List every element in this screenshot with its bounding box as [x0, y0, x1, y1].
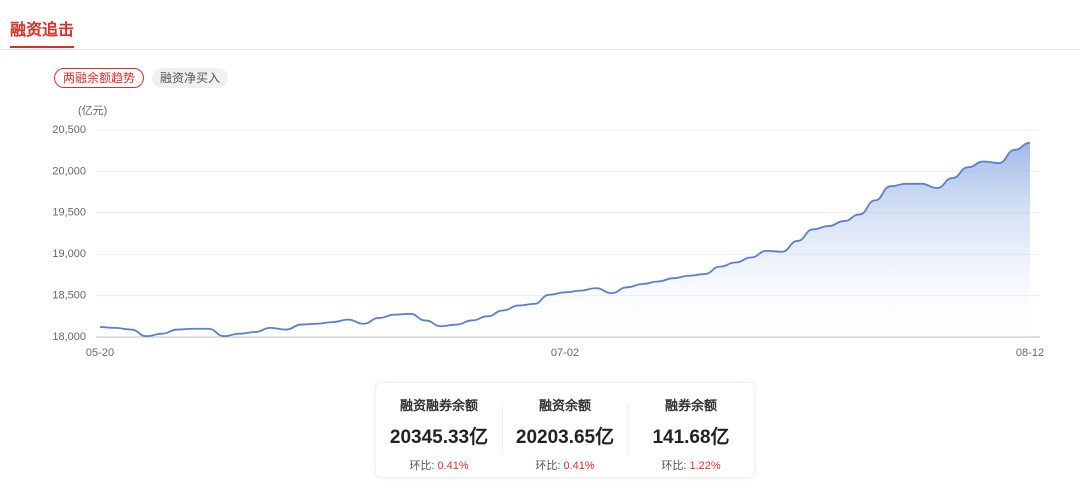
y-tick-label: 20,500: [52, 124, 86, 136]
change-label: 环比:: [409, 460, 435, 472]
change-value: 0.41%: [563, 460, 595, 472]
stat-value: 20345.33亿: [389, 427, 489, 448]
y-tick-label: 20,000: [52, 165, 86, 177]
tab[interactable]: 融资净买入: [152, 68, 229, 88]
stat-value: 20203.65亿: [515, 427, 615, 448]
stat-change: 环比: 0.41%: [502, 457, 628, 473]
area-line: [99, 141, 1031, 338]
y-tick-label: 19,000: [52, 248, 86, 260]
change-label: 环比:: [661, 460, 687, 472]
divider: [0, 49, 1080, 50]
x-tick-label: 05-20: [86, 347, 114, 359]
stat-change: 环比: 0.41%: [376, 457, 502, 473]
change-value: 1.22%: [689, 460, 721, 472]
title-underline: [10, 46, 74, 48]
y-tick-label: 18,500: [52, 290, 86, 302]
stat-label: 融资余额: [538, 398, 591, 413]
section-title: 融资追击: [10, 22, 75, 39]
stat-value: 141.68亿: [652, 427, 730, 448]
change-value: 0.41%: [437, 460, 469, 472]
y-tick-label: 19,500: [52, 207, 86, 219]
x-tick-label: 07-02: [551, 347, 579, 359]
stat-card: 融券余额 141.68亿环比: 1.22%: [628, 383, 754, 477]
y-tick-label: 18,000: [52, 331, 86, 343]
stat-label: 融资融券余额: [399, 398, 478, 413]
stat-change: 环比: 1.22%: [628, 457, 754, 473]
x-tick-label: 08-12: [1016, 347, 1044, 359]
y-unit: (亿元): [78, 104, 107, 117]
area-fill: [100, 142, 1030, 337]
change-label: 环比:: [535, 460, 561, 472]
stat-card: 融资余额 20203.65亿环比: 0.41%: [502, 383, 628, 477]
stat-card: 融资融券余额 20345.33亿环比: 0.41%: [376, 383, 502, 477]
tab[interactable]: 两融余额趋势: [54, 68, 145, 88]
stat-label: 融券余额: [664, 398, 717, 413]
chart: (亿元) 18,000 18,500 19,000 19,500 20,000 20,50…: [52, 104, 1044, 359]
stats-panel: 融资融券余额 20345.33亿 环比: 0.41% 融资余额 20203.65亿 环比:…: [375, 382, 755, 478]
